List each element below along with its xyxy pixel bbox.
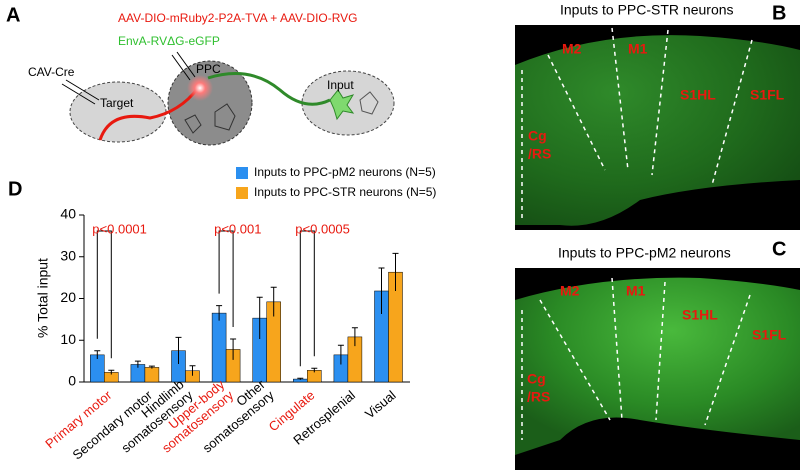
significance-label: p<0.001 (214, 221, 261, 236)
injection-text: CAV-Cre (28, 65, 75, 79)
region-label: /RS (528, 146, 551, 162)
error-bar (297, 377, 304, 380)
y-tick-label: 10 (60, 331, 76, 347)
region-label: S1HL (682, 307, 718, 323)
region-label: S1HL (680, 87, 716, 103)
x-tick-label: Primary motor (42, 387, 115, 451)
significance-label: p<0.0005 (295, 221, 350, 236)
cells (359, 91, 379, 115)
significance-label: p<0.0001 (92, 221, 147, 236)
region-label: /RS (527, 389, 550, 405)
error-bar (216, 305, 223, 321)
input-cell (329, 89, 355, 121)
error-bar (230, 338, 237, 360)
error-bar (337, 344, 344, 365)
x-tick-label: Visual (362, 387, 399, 421)
legend-swatch (236, 187, 248, 199)
bar (211, 312, 227, 383)
pipette (65, 79, 100, 101)
legend-label: Inputs to PPC-pM2 neurons (N=5) (254, 165, 436, 179)
error-bar (256, 296, 263, 339)
panel-label: C (772, 238, 786, 260)
region-label: M2 (560, 283, 580, 299)
target-text: Target (100, 96, 134, 110)
legend-label: Inputs to PPC-STR neurons (N=5) (254, 185, 436, 199)
boundaries (521, 27, 753, 220)
region-label: Cg (528, 128, 547, 144)
axon (207, 72, 331, 106)
region-label: M1 (628, 41, 648, 57)
y-axis-label: % Total input (35, 258, 51, 338)
panel-label: D (8, 178, 22, 200)
panel-label: B (772, 2, 786, 24)
panel-title: Inputs to PPC-pM2 neurons (558, 245, 731, 261)
significance-bracket (218, 230, 234, 327)
error-bar (311, 367, 318, 373)
vector-text: AAV-DIO-mRuby2-P2A-TVA + AAV-DIO-RVG (118, 11, 358, 25)
error-bar (392, 252, 399, 291)
boundaries (521, 277, 751, 440)
y-tick-label: 30 (60, 247, 76, 263)
significance-bracket (96, 230, 112, 359)
region-label: S1FL (750, 87, 785, 103)
y-tick-label: 0 (68, 373, 76, 389)
region-labels: M2 M1 S1HL S1FL Cg /RS (527, 283, 787, 405)
region-label: M1 (626, 283, 646, 299)
region-label: Cg (527, 371, 546, 387)
panel-title: Inputs to PPC-STR neurons (560, 2, 734, 18)
bar (144, 367, 160, 383)
error-bar (175, 336, 182, 365)
pipette (176, 51, 196, 78)
error-bar (189, 365, 196, 376)
bar-chart: 0 10 20 30 40 Inputs to PPC-pM2 neurons (N=5)… (42, 165, 436, 462)
rabies-text: EnvA-RVΔG-eGFP (118, 34, 220, 48)
y-tick-label: 20 (60, 289, 76, 305)
pipette (171, 54, 191, 81)
pipette (61, 83, 96, 105)
axon (98, 87, 200, 141)
panel-label: A (6, 4, 20, 26)
region-labels: M2 M1 S1HL S1FL Cg /RS (528, 41, 785, 162)
error-bar (270, 286, 277, 317)
ppc-text: PPC (196, 62, 221, 76)
x-tick-label-line: Visual (362, 387, 399, 421)
starter-cell (187, 75, 213, 101)
error-bar (134, 360, 141, 368)
tissue (515, 35, 800, 226)
region-label: S1FL (752, 327, 787, 343)
y-tick-label: 40 (60, 206, 76, 222)
legend-swatch (236, 167, 248, 179)
input-text: Input (327, 78, 354, 92)
error-bar (351, 327, 358, 347)
error-bar (94, 350, 101, 360)
error-bar (378, 267, 385, 314)
cells (184, 103, 236, 134)
x-tick-label-line: Primary motor (42, 387, 115, 451)
tissue (515, 277, 800, 455)
error-bar (108, 369, 115, 375)
region-label: M2 (562, 41, 582, 57)
significance-bracket (299, 230, 315, 367)
error-bar (148, 365, 155, 369)
